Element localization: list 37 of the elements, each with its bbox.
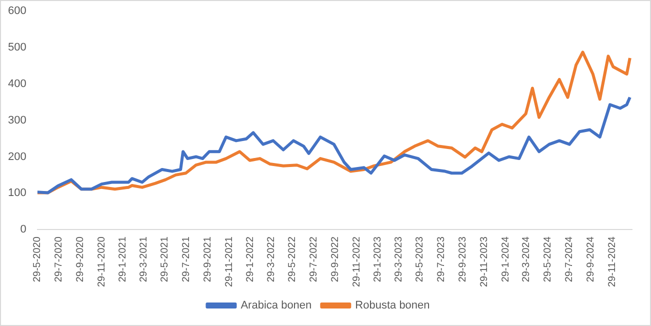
x-tick-label: 29-9-2023 xyxy=(458,236,469,282)
y-tick-label: 600 xyxy=(8,5,26,18)
y-tick-label: 500 xyxy=(8,41,26,54)
x-tick-label: 29-1-2022 xyxy=(245,236,256,282)
x-tick-label: 29-7-2024 xyxy=(564,236,575,282)
legend-label: Arabica bonen xyxy=(240,300,312,312)
x-tick-label: 29-9-2020 xyxy=(75,236,86,282)
x-tick-label: 29-3-2024 xyxy=(521,236,532,282)
x-tick-label: 29-1-2024 xyxy=(500,236,512,282)
y-tick-label: 400 xyxy=(8,78,26,90)
x-tick-label: 29-7-2023 xyxy=(436,236,447,282)
x-tick-label: 29-11-2023 xyxy=(478,236,490,288)
y-tick-label: 100 xyxy=(8,187,26,200)
x-tick-label: 29-3-2021 xyxy=(138,236,150,282)
x-tick-label: 29-1-2021 xyxy=(118,236,129,282)
x-tick-label: 29-9-2021 xyxy=(202,236,214,282)
x-tick-label: 29-5-2022 xyxy=(287,236,298,282)
y-tick-label: 200 xyxy=(8,150,26,163)
x-tick-label: 29-9-2022 xyxy=(330,236,342,282)
y-tick-label: 0 xyxy=(20,224,26,236)
x-tick-label: 29-9-2024 xyxy=(586,236,597,282)
x-tick-label: 29-3-2023 xyxy=(393,236,404,282)
x-tick-label: 29-7-2020 xyxy=(53,236,64,282)
x-tick-label: 29-7-2022 xyxy=(308,236,320,282)
x-tick-label: 29-11-2020 xyxy=(96,236,108,288)
x-tick-label: 29-7-2021 xyxy=(180,236,192,282)
x-tick-label: 29-11-2024 xyxy=(606,236,618,288)
x-tick-label: 29-5-2020 xyxy=(32,236,44,282)
x-tick-label: 29-3-2022 xyxy=(266,236,277,282)
x-tick-label: 29-5-2023 xyxy=(414,236,426,282)
x-tick-label: 29-1-2023 xyxy=(372,236,384,282)
legend-label: Robusta bonen xyxy=(355,300,430,312)
x-tick-label: 29-11-2022 xyxy=(351,236,362,288)
x-tick-label: 29-11-2021 xyxy=(224,236,235,288)
x-tick-label: 29-5-2024 xyxy=(542,236,554,282)
x-tick-label: 29-5-2021 xyxy=(160,236,171,282)
y-tick-label: 300 xyxy=(8,114,26,126)
